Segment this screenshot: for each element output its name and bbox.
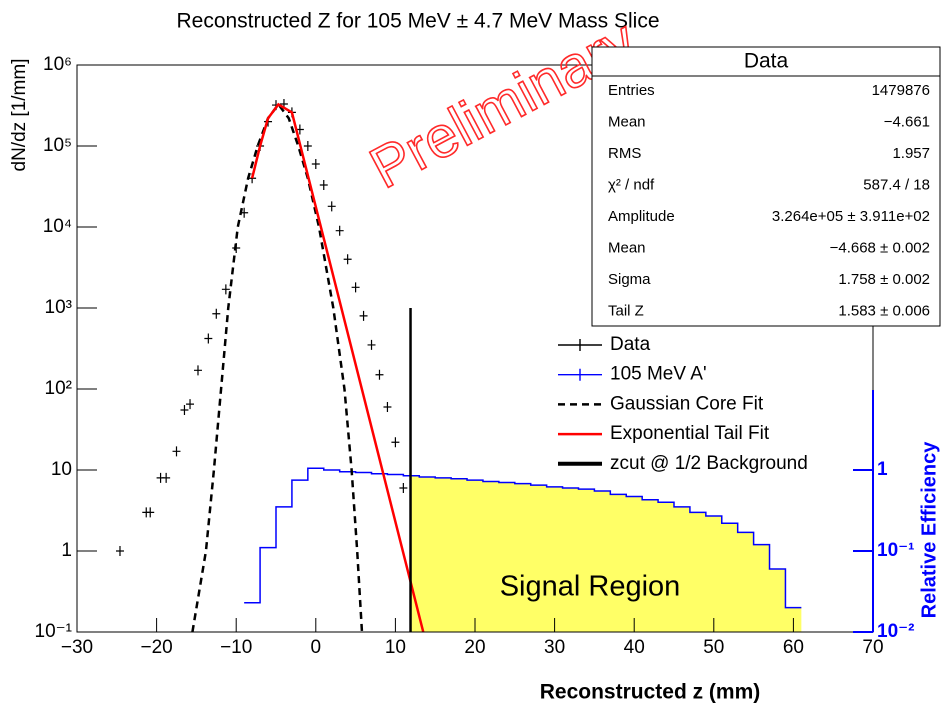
- stats-value: 1479876: [872, 82, 930, 99]
- x-tick-label: −20: [140, 637, 172, 658]
- legend-label: zcut @ 1/2 Background: [610, 453, 808, 474]
- data-point: [335, 225, 344, 236]
- stats-key: Tail Z: [608, 302, 644, 319]
- x-tick-label: 70: [862, 637, 883, 658]
- stats-value: 1.758 ± 0.002: [838, 271, 930, 288]
- stats-value: −4.661: [884, 113, 930, 130]
- stats-key: Mean: [608, 113, 646, 130]
- legend-label: Exponential Tail Fit: [610, 423, 770, 444]
- x-tick-label: 40: [624, 637, 645, 658]
- legend-label: Gaussian Core Fit: [610, 393, 764, 414]
- stats-key: Entries: [608, 82, 655, 99]
- data-point: [391, 437, 400, 448]
- y-tick-label: 10: [51, 459, 72, 480]
- y2-tick-label: 1: [877, 459, 888, 480]
- data-point: [383, 401, 392, 412]
- gaussian-fit-curve: [191, 102, 364, 633]
- data-point: [351, 282, 360, 293]
- x-tick-label: 10: [385, 637, 406, 658]
- x-axis-title: Reconstructed z (mm): [540, 681, 761, 704]
- signal-region-fill: [410, 475, 802, 632]
- stats-key: Amplitude: [608, 208, 675, 225]
- stats-value: 3.264e+05 ± 3.911e+02: [772, 208, 930, 225]
- y-tick-label: 10⁶: [43, 54, 72, 75]
- y2-tick-label: 10⁻²: [877, 621, 915, 642]
- y-tick-label: 10³: [45, 297, 72, 318]
- data-point: [172, 446, 181, 457]
- y-tick-label: 10²: [45, 378, 72, 399]
- legend-label: 105 MeV A': [610, 364, 707, 385]
- y-tick-label: 10⁻¹: [35, 621, 73, 642]
- y2-axis-title: Relative Efficiency: [918, 441, 940, 619]
- stats-key: χ² / ndf: [608, 176, 655, 193]
- stats-key: Mean: [608, 239, 646, 256]
- legend-swatch: [558, 339, 602, 351]
- x-tick-label: −10: [220, 637, 252, 658]
- x-tick-label: 0: [311, 637, 322, 658]
- data-point: [311, 158, 320, 169]
- data-point: [221, 284, 230, 295]
- x-tick-label: 30: [544, 637, 565, 658]
- stats-key: Sigma: [608, 271, 651, 288]
- data-point: [146, 507, 155, 518]
- y-tick-label: 1: [61, 540, 72, 561]
- chart-title: Reconstructed Z for 105 MeV ± 4.7 MeV Ma…: [176, 10, 659, 33]
- x-tick-label: 50: [703, 637, 724, 658]
- y-tick-label: 10⁴: [43, 216, 72, 237]
- y2-tick-label: 10⁻¹: [877, 540, 915, 561]
- data-point: [327, 201, 336, 212]
- stats-value: 1.957: [892, 145, 930, 162]
- data-point: [116, 546, 124, 556]
- stats-value: 1.583 ± 0.006: [838, 302, 930, 319]
- data-point: [212, 308, 221, 319]
- data-point: [180, 405, 189, 416]
- stats-value: 587.4 / 18: [863, 176, 930, 193]
- data-point: [399, 482, 408, 493]
- x-tick-label: 20: [464, 637, 485, 658]
- data-point: [375, 369, 384, 380]
- data-point: [359, 310, 368, 321]
- stats-title: Data: [744, 50, 789, 73]
- data-point: [343, 254, 352, 265]
- y-axis-title: dN/dz [1/mm]: [9, 59, 30, 172]
- data-point: [367, 339, 376, 350]
- data-point: [186, 399, 195, 410]
- legend-swatch: [558, 368, 602, 381]
- y-tick-label: 10⁵: [43, 135, 72, 156]
- tail-fit-curve: [250, 102, 425, 633]
- stats-value: −4.668 ± 0.002: [830, 239, 930, 256]
- x-tick-label: 60: [783, 637, 804, 658]
- signal-region-label: Signal Region: [500, 571, 681, 603]
- data-point: [162, 472, 171, 483]
- stats-key: RMS: [608, 145, 641, 162]
- data-point: [204, 333, 213, 344]
- stats-box: [591, 46, 941, 327]
- x-tick-label: −30: [61, 637, 93, 658]
- data-point: [319, 180, 328, 190]
- efficiency-histogram: [244, 467, 802, 609]
- data-point: [303, 141, 312, 151]
- data-point: [194, 365, 202, 376]
- legend-label: Data: [610, 334, 651, 355]
